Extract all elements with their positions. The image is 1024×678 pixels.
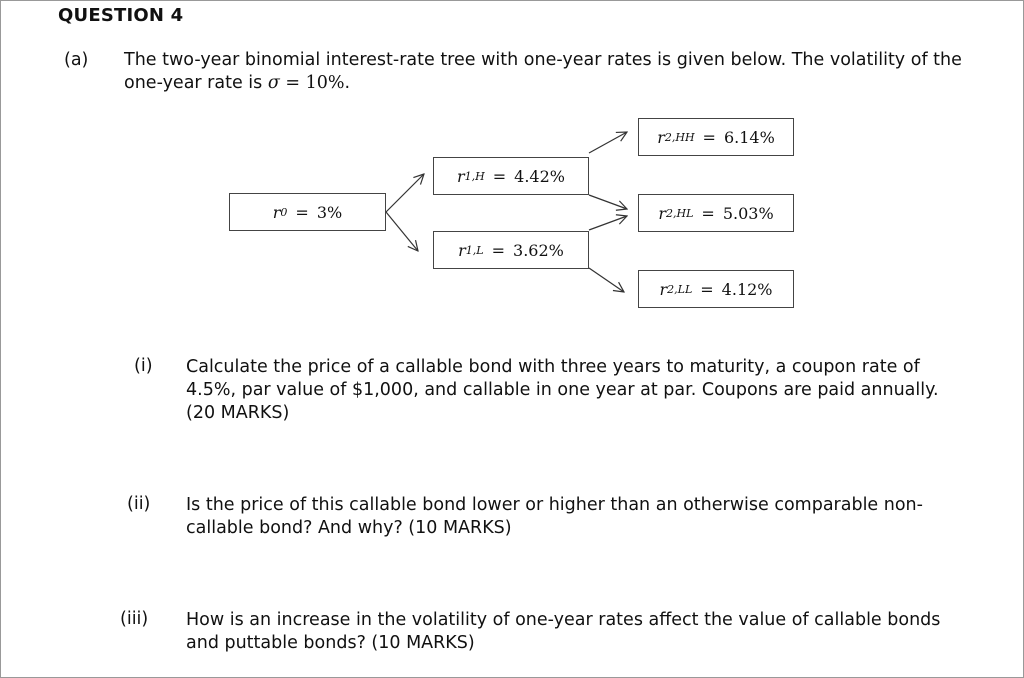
- arrow-r0-to-r1l: [385, 211, 418, 251]
- question-heading: QUESTION 4: [58, 5, 184, 26]
- sigma-equals: =: [285, 73, 301, 93]
- arrow-r1h-to-r2hh: [588, 132, 627, 154]
- part-a-lead: The two-year binomial interest-rate tree…: [124, 50, 962, 93]
- node-r1h-value: 4.42%: [514, 166, 565, 186]
- sigma-symbol: σ: [267, 73, 280, 93]
- part-a-tail: .: [344, 73, 351, 93]
- node-r1l-value: 3.62%: [513, 240, 564, 260]
- node-r0-value: 3%: [316, 202, 343, 222]
- node-r1h: r 1,H = 4.42%: [433, 157, 589, 195]
- arrow-r0-to-r1h: [385, 174, 424, 213]
- node-r1l: r 1,L = 3.62%: [433, 231, 589, 269]
- node-r2hh: r 2,HH = 6.14%: [638, 118, 794, 156]
- question-ii-text: Is the price of this callable bond lower…: [186, 495, 923, 538]
- node-r2hh-value: 6.14%: [723, 127, 775, 147]
- question-iii-text: How is an increase in the volatility of …: [186, 610, 941, 653]
- node-r2ll-value: 4.12%: [721, 279, 773, 299]
- question-i-text: Calculate the price of a callable bond w…: [186, 357, 939, 423]
- node-r2hl: r 2,HL = 5.03%: [638, 194, 794, 232]
- part-a-label: (a): [64, 50, 89, 70]
- node-r2hl-value: 5.03%: [722, 203, 774, 223]
- node-r2ll: r 2,LL = 4.12%: [638, 270, 794, 308]
- question-i-label: (i): [134, 356, 153, 376]
- part-a-text: The two-year binomial interest-rate tree…: [124, 49, 984, 95]
- question-iii-label: (iii): [120, 609, 149, 629]
- sigma-value: 10%: [305, 73, 345, 93]
- arrow-r1h-to-r2hl: [588, 194, 627, 209]
- arrow-r1l-to-r2ll: [588, 267, 624, 292]
- arrow-r1l-to-r2hl: [588, 216, 627, 231]
- question-ii-label: (ii): [127, 494, 151, 514]
